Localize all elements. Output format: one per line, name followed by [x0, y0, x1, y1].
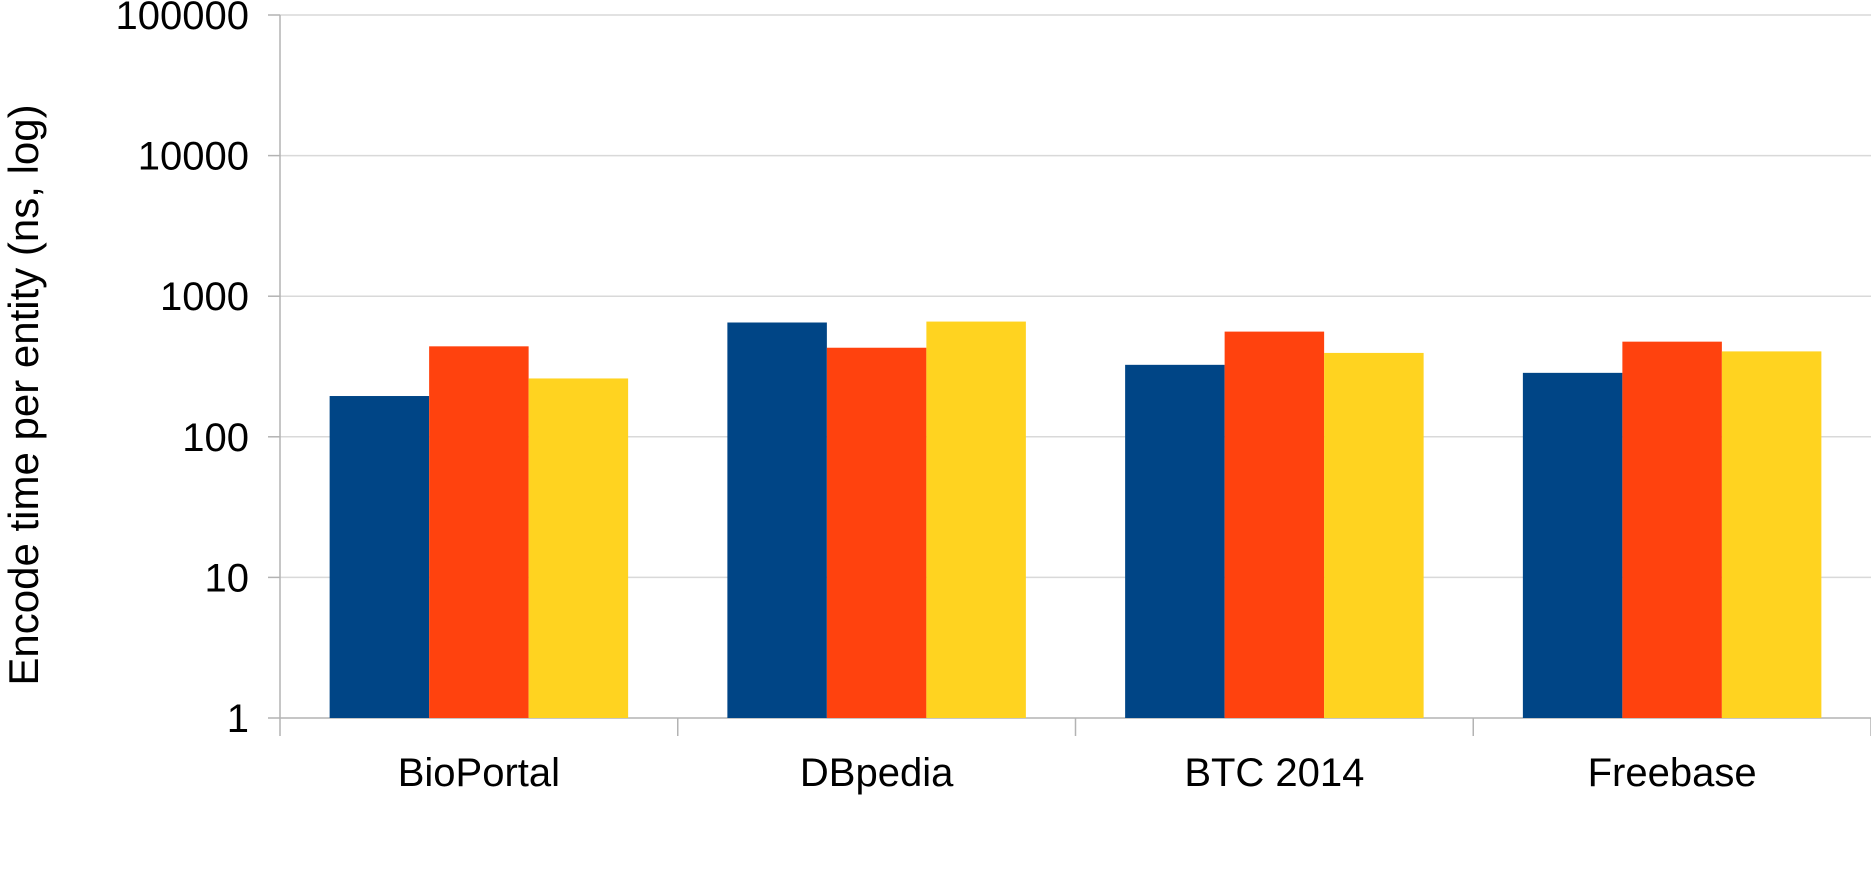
x-tick-labels: BioPortal DBpedia BTC 2014 Freebase — [398, 751, 1757, 795]
y-tick-label: 10000 — [138, 135, 249, 179]
y-tick-label: 1000 — [160, 275, 249, 319]
bar-dbpedia-series-1 — [727, 322, 827, 718]
y-tick-label: 100000 — [116, 0, 249, 38]
bar-btc-2014-series-2 — [1224, 331, 1325, 718]
bar-btc-2014-series-3 — [1324, 352, 1424, 718]
bar-freebase-series-3 — [1721, 351, 1822, 718]
bar-dbpedia-series-3 — [926, 321, 1026, 718]
y-tick-labels: 1 10 100 1000 10000 100000 — [116, 0, 249, 741]
y-tick-label: 100 — [182, 416, 249, 460]
y-tick-label: 10 — [205, 556, 250, 600]
y-tick-label: 1 — [227, 697, 249, 741]
bar-dbpedia-series-2 — [826, 347, 927, 718]
bar-bioportal-series-3 — [528, 378, 629, 718]
bar-freebase-series-1 — [1522, 372, 1623, 718]
x-tick-label: BTC 2014 — [1184, 751, 1364, 795]
bar-bioportal-series-1 — [329, 396, 430, 718]
bar-btc-2014-series-1 — [1125, 364, 1225, 718]
x-tick-label: DBpedia — [800, 751, 954, 795]
bar-bioportal-series-2 — [429, 346, 529, 718]
x-tick-label: Freebase — [1588, 751, 1757, 795]
bar-freebase-series-2 — [1622, 341, 1722, 718]
y-axis-title: Encode time per entity (ns, log) — [0, 104, 47, 685]
x-tick-label: BioPortal — [398, 751, 560, 795]
bars — [329, 321, 1822, 718]
